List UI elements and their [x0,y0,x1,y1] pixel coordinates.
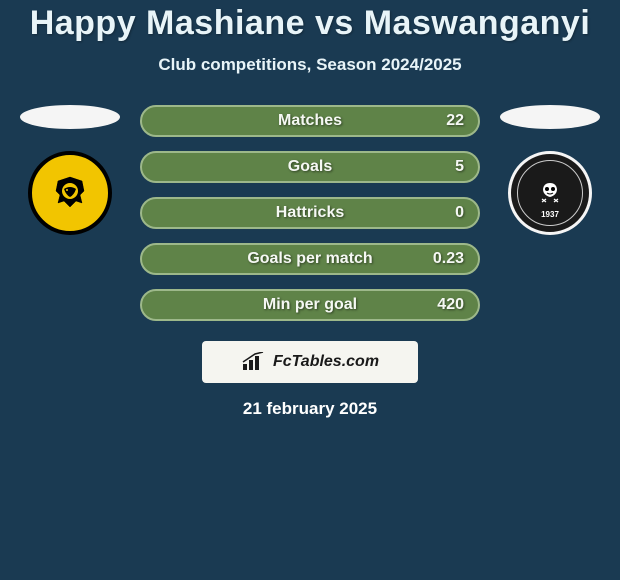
crest-year: 1937 [541,210,559,219]
orlando-pirates-icon: 1937 [517,160,583,226]
stat-row: Matches 22 [140,105,480,137]
kaizer-chiefs-icon [42,165,98,221]
stat-value: 5 [455,158,464,176]
stat-value: 0 [455,204,464,222]
team-crest-left [28,151,112,235]
infographic-container: Happy Mashiane vs Maswanganyi Club compe… [0,0,620,580]
chart-icon [241,352,267,372]
stat-value: 0.23 [433,250,464,268]
stat-row: Goals per match 0.23 [140,243,480,275]
page-subtitle: Club competitions, Season 2024/2025 [0,55,620,75]
page-title: Happy Mashiane vs Maswanganyi [0,4,620,43]
left-side [20,105,120,235]
player-placeholder-left [20,105,120,129]
stats-list: Matches 22 Goals 5 Hattricks 0 Goals per… [140,105,480,321]
stat-row: Hattricks 0 [140,197,480,229]
stat-label: Goals [288,158,332,176]
content-row: Matches 22 Goals 5 Hattricks 0 Goals per… [0,105,620,321]
brand-badge: FcTables.com [202,341,418,383]
stat-label: Matches [278,112,342,130]
right-side: 1937 [500,105,600,235]
stat-value: 22 [446,112,464,130]
stat-label: Min per goal [263,296,357,314]
stat-row: Min per goal 420 [140,289,480,321]
brand-text: FcTables.com [273,353,379,371]
player-placeholder-right [500,105,600,129]
date-text: 21 february 2025 [0,399,620,419]
stat-row: Goals 5 [140,151,480,183]
stat-label: Goals per match [247,250,372,268]
stat-value: 420 [437,296,464,314]
stat-label: Hattricks [276,204,344,222]
team-crest-right: 1937 [508,151,592,235]
